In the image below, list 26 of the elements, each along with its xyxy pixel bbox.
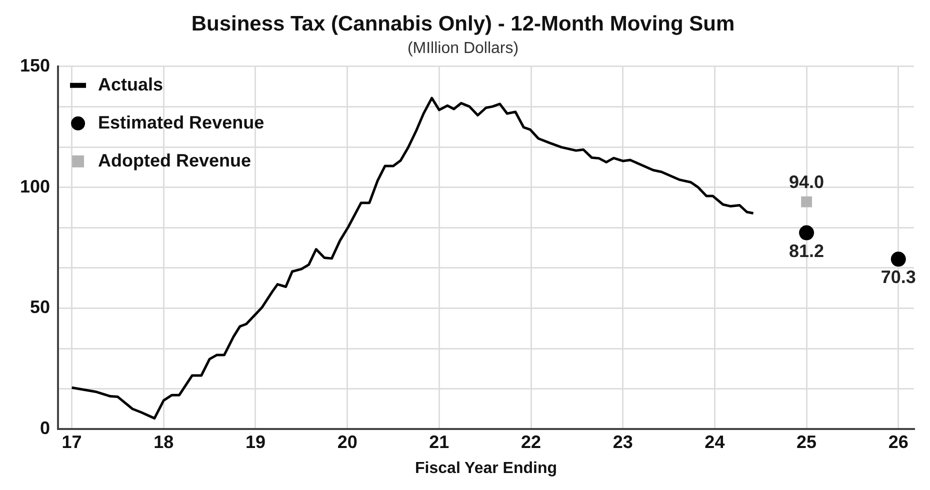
x-tick-label: 25 (796, 432, 817, 452)
y-tick-label: 100 (20, 176, 50, 196)
chart-subtitle: (MIllion Dollars) (407, 40, 519, 58)
y-tick-label: 150 (20, 55, 50, 76)
x-axis-title: Fiscal Year Ending (415, 460, 558, 477)
point (799, 225, 814, 240)
x-tick-label: 18 (154, 432, 174, 452)
chart-title: Business Tax (Cannabis Only) - 12-Month Moving Sum (191, 12, 735, 36)
x-tick-label: 23 (612, 432, 633, 452)
data-label: 81.2 (789, 240, 824, 261)
x-tick-label: 22 (521, 432, 542, 452)
x-tick-label: 17 (62, 432, 82, 452)
y-tick-label: 50 (30, 297, 50, 318)
data-label: 70.3 (880, 267, 916, 288)
legend-label: Estimated Revenue (98, 112, 264, 132)
point (801, 196, 812, 208)
x-tick-label: 24 (704, 432, 725, 452)
data-label: 94.0 (789, 172, 824, 192)
x-tick-label: 19 (245, 432, 266, 452)
y-tick-label: 0 (40, 418, 50, 438)
x-tick-label: 20 (337, 432, 358, 452)
x-tick-label: 21 (429, 432, 450, 452)
legend-label: Actuals (98, 74, 164, 94)
point (890, 252, 906, 267)
legend-label: Adopted Revenue (98, 150, 252, 170)
x-tick-label: 26 (888, 432, 908, 452)
